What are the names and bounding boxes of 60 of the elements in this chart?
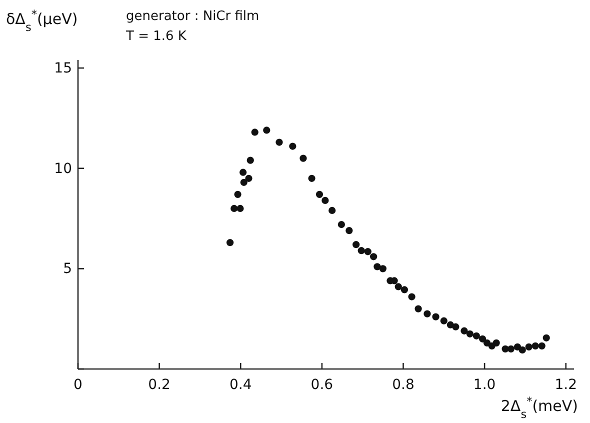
point [472, 332, 480, 340]
point [328, 206, 336, 214]
point [440, 317, 448, 324]
point [322, 196, 329, 204]
point [525, 343, 532, 350]
point [514, 343, 522, 350]
x-tick-label: 0 [74, 376, 82, 393]
point [358, 247, 365, 254]
point [424, 310, 431, 318]
point [251, 128, 258, 136]
point [230, 204, 238, 212]
y-axis-title: δΔ$_{s}$$^{*}$(μeV) [6, 8, 78, 34]
x-tick-label: 0.4 [229, 376, 252, 393]
point [364, 248, 372, 256]
point [460, 327, 468, 334]
point [532, 342, 539, 350]
point [346, 226, 353, 234]
x-tick-label: 1.2 [554, 376, 577, 393]
point [466, 330, 474, 338]
x-tick-label: 0.8 [392, 376, 414, 393]
point [370, 253, 378, 260]
point [483, 339, 491, 346]
point [414, 305, 422, 312]
point [240, 178, 248, 186]
y-tick-label: 5 [63, 261, 72, 278]
text: T = 1.6 K [125, 29, 187, 44]
text: generator : NiCr film [126, 9, 260, 24]
point [542, 334, 550, 342]
point [518, 346, 526, 354]
point [245, 174, 252, 182]
point [246, 156, 254, 164]
point [538, 342, 546, 350]
x-tick-label: 1.0 [473, 376, 496, 393]
point [394, 283, 402, 290]
point [289, 142, 296, 150]
x-tick-label: 0.6 [310, 376, 334, 393]
point [226, 239, 234, 246]
point [236, 204, 244, 212]
point [234, 190, 242, 198]
point [507, 345, 515, 352]
point [400, 286, 408, 294]
y-tick-label: 10 [54, 160, 72, 177]
point [478, 335, 486, 342]
point [300, 154, 307, 162]
point [352, 241, 360, 248]
x-tick-label: 0.2 [148, 376, 170, 393]
point [308, 174, 316, 182]
y-tick-label: 15 [54, 60, 72, 77]
point [408, 293, 416, 300]
point [316, 190, 324, 198]
point [276, 138, 283, 146]
point [492, 339, 500, 346]
x-axis-title: 2Δ$_{s}$$^{*}$(meV) [500, 394, 578, 420]
point [239, 168, 247, 176]
point [338, 220, 346, 228]
point [452, 323, 460, 330]
point [432, 313, 440, 320]
point [374, 263, 381, 270]
point [379, 265, 386, 272]
point [263, 126, 270, 134]
